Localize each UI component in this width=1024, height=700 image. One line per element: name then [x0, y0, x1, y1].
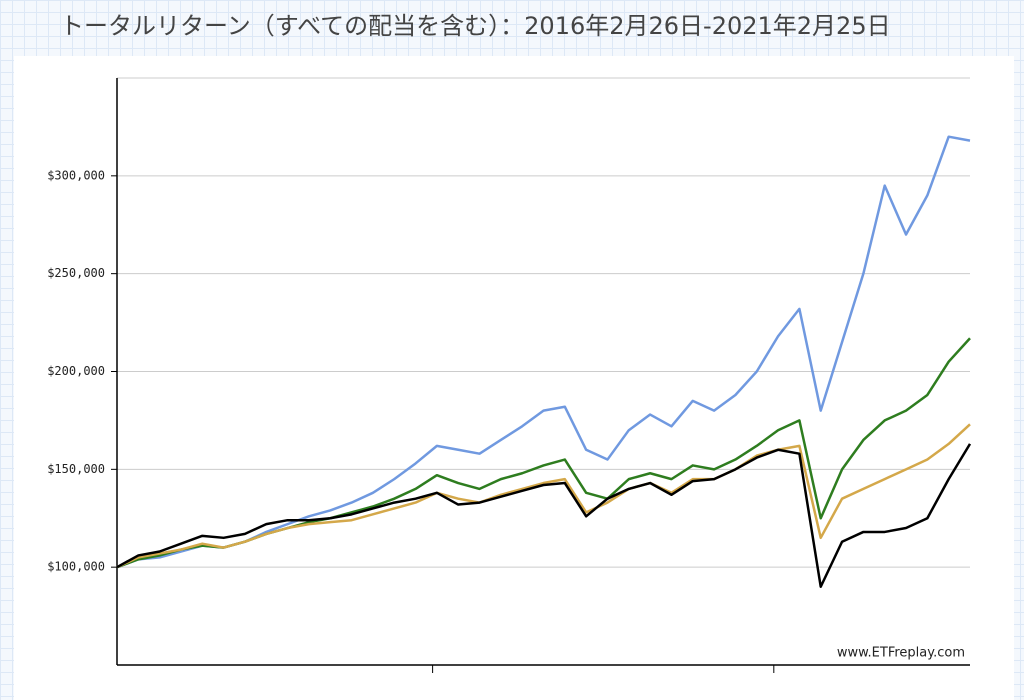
watermark: www.ETFreplay.com — [837, 646, 965, 661]
series-line — [116, 135, 971, 569]
series-line — [116, 443, 972, 588]
chart-title: トータルリターン（すべての配当を含む）：2016年2月26日-2021年2月25… — [60, 12, 891, 40]
y-tick-label: $300,000 — [47, 168, 105, 182]
y-tick-label: $200,000 — [47, 364, 105, 378]
chart-panel — [14, 56, 1014, 700]
y-tick-label: $150,000 — [47, 462, 105, 476]
series-line — [116, 423, 971, 569]
y-tick-label: $100,000 — [47, 560, 105, 574]
y-tick-label: $250,000 — [47, 266, 105, 280]
